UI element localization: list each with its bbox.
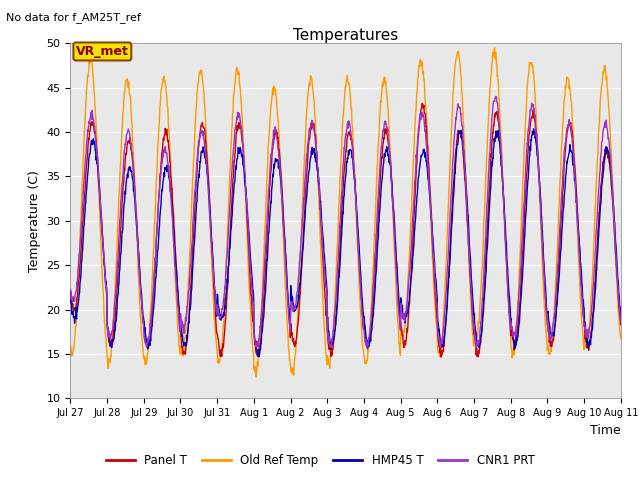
CNR1 PRT: [431, 283, 439, 289]
Panel T: [504, 279, 511, 285]
HMP45 T: [431, 273, 439, 278]
CNR1 PRT: [492, 94, 500, 99]
Panel T: [617, 322, 625, 328]
CNR1 PRT: [67, 287, 74, 292]
Panel T: [175, 317, 183, 323]
HMP45 T: [552, 312, 560, 317]
CNR1 PRT: [328, 345, 335, 350]
X-axis label: Time: Time: [590, 424, 621, 437]
CNR1 PRT: [250, 332, 258, 338]
Panel T: [189, 245, 196, 251]
Panel T: [552, 304, 560, 310]
Panel T: [431, 291, 439, 297]
HMP45 T: [250, 333, 258, 338]
Legend: Panel T, Old Ref Temp, HMP45 T, CNR1 PRT: Panel T, Old Ref Temp, HMP45 T, CNR1 PRT: [100, 449, 540, 472]
Old Ref Temp: [617, 336, 625, 342]
HMP45 T: [175, 313, 183, 319]
Old Ref Temp: [175, 344, 183, 349]
CNR1 PRT: [175, 324, 183, 330]
CNR1 PRT: [617, 318, 625, 324]
Line: HMP45 T: HMP45 T: [70, 129, 621, 357]
Old Ref Temp: [552, 273, 560, 278]
Old Ref Temp: [252, 374, 260, 380]
CNR1 PRT: [552, 290, 560, 296]
Panel T: [437, 354, 445, 360]
Old Ref Temp: [189, 173, 196, 179]
CNR1 PRT: [189, 221, 196, 227]
Old Ref Temp: [250, 363, 258, 369]
Old Ref Temp: [504, 283, 511, 289]
Old Ref Temp: [431, 306, 439, 312]
HMP45 T: [189, 264, 196, 270]
Panel T: [419, 100, 426, 106]
Panel T: [67, 288, 74, 294]
Panel T: [250, 336, 258, 342]
HMP45 T: [254, 354, 262, 360]
HMP45 T: [67, 297, 74, 302]
CNR1 PRT: [504, 283, 511, 289]
HMP45 T: [504, 263, 511, 269]
Line: CNR1 PRT: CNR1 PRT: [70, 96, 621, 348]
Line: Panel T: Panel T: [70, 103, 621, 357]
HMP45 T: [530, 126, 538, 132]
Text: No data for f_AM25T_ref: No data for f_AM25T_ref: [6, 12, 141, 23]
Old Ref Temp: [67, 342, 74, 348]
Title: Temperatures: Temperatures: [293, 28, 398, 43]
Y-axis label: Temperature (C): Temperature (C): [28, 170, 41, 272]
HMP45 T: [617, 316, 625, 322]
Old Ref Temp: [491, 45, 499, 50]
Line: Old Ref Temp: Old Ref Temp: [70, 48, 621, 377]
Text: VR_met: VR_met: [76, 45, 129, 58]
